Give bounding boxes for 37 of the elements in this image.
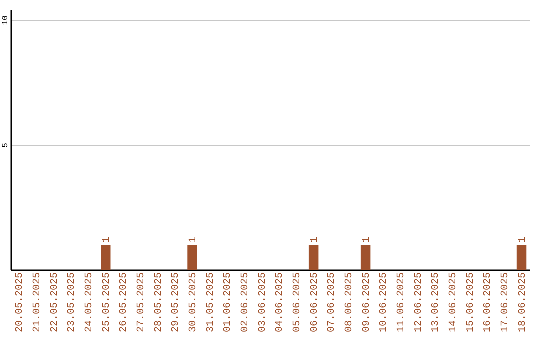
x-tick-label: 11.06.2025	[396, 272, 408, 333]
x-tick-label: 15.06.2025	[466, 272, 477, 333]
x-tick-label: 22.05.2025	[50, 272, 61, 333]
x-tick-label: 07.06.2025	[327, 272, 338, 333]
x-tick-label: 29.05.2025	[171, 272, 182, 333]
x-tick-label: 01.06.2025	[223, 272, 234, 333]
x-tick-label: 03.06.2025	[258, 272, 269, 333]
data-label: 1	[518, 236, 529, 243]
x-tick-label: 21.05.2025	[32, 272, 44, 333]
x-tick-label: 27.05.2025	[136, 272, 148, 333]
x-tick-label: 26.05.2025	[119, 272, 130, 333]
x-tick-label: 10.06.2025	[379, 272, 390, 333]
x-tick-label: 17.06.2025	[500, 272, 512, 333]
x-tick-label: 25.05.2025	[102, 272, 113, 333]
x-tick-label: 16.06.2025	[483, 272, 494, 333]
x-tick-label: 06.06.2025	[310, 272, 321, 333]
x-tick-label: 18.06.2025	[518, 272, 529, 333]
x-tick-label: 23.05.2025	[67, 272, 78, 333]
x-tick-label: 24.05.2025	[84, 272, 96, 333]
x-tick-label: 05.06.2025	[292, 272, 304, 333]
x-tick-label: 13.06.2025	[431, 272, 442, 333]
x-tick-label: 28.05.2025	[154, 272, 165, 333]
x-tick-label: 09.06.2025	[362, 272, 373, 333]
data-label: 1	[188, 236, 200, 243]
y-tick-label: 10	[2, 16, 10, 26]
x-tick-label: 30.05.2025	[188, 272, 200, 333]
x-tick-label: 04.06.2025	[275, 272, 286, 333]
x-tick-label: 14.06.2025	[448, 272, 460, 333]
x-tick-label: 31.05.2025	[206, 272, 217, 333]
x-tick-label: 12.06.2025	[414, 272, 425, 333]
x-tick-label: 20.05.2025	[15, 272, 26, 333]
y-tick-label: 5	[2, 142, 10, 148]
data-label: 1	[362, 236, 373, 243]
x-tick-label: 08.06.2025	[344, 272, 356, 333]
data-label: 1	[310, 236, 321, 243]
x-tick-label: 02.06.2025	[240, 272, 252, 333]
data-label: 1	[102, 236, 113, 243]
